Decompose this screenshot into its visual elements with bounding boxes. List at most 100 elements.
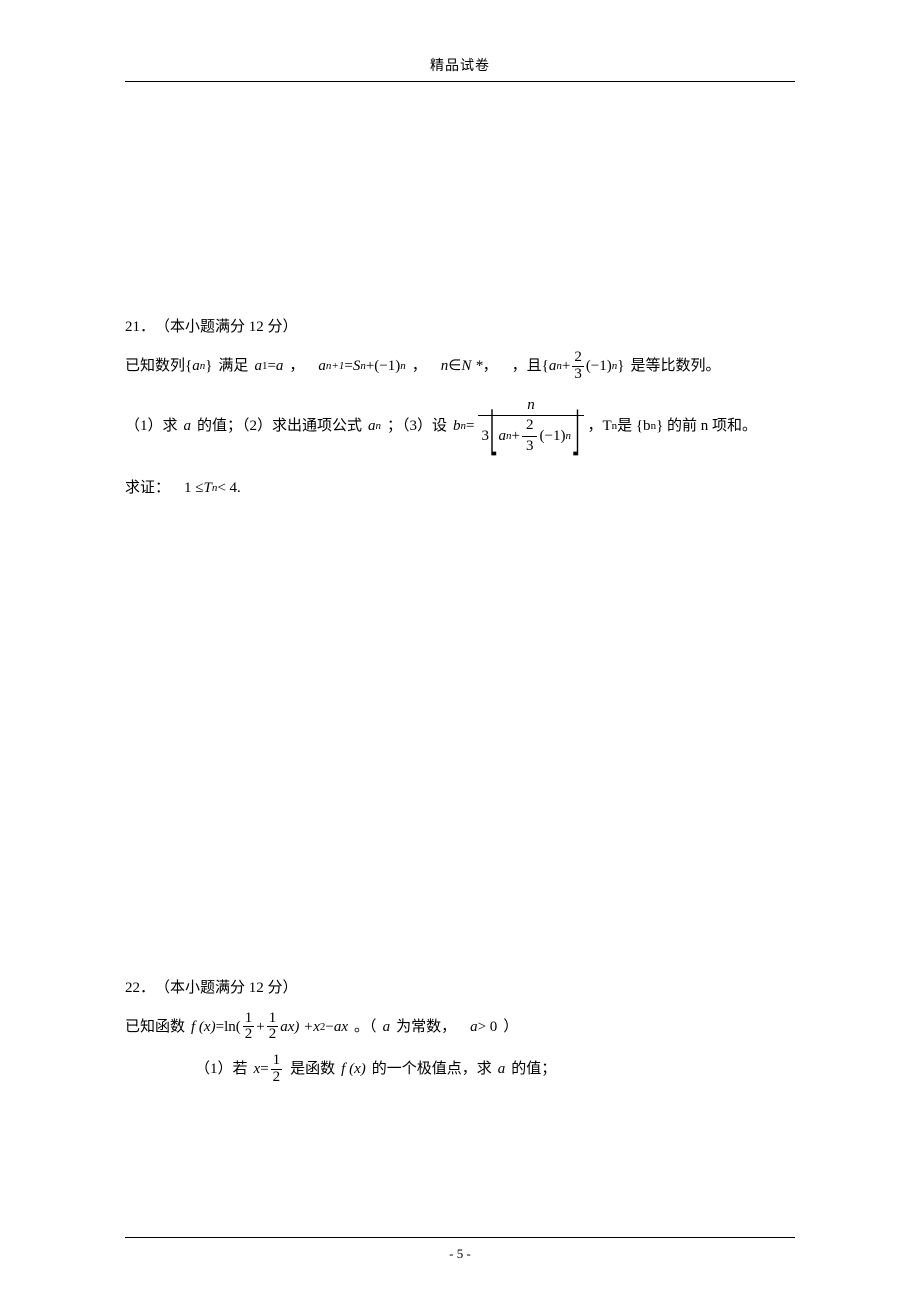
an2: a bbox=[549, 351, 557, 381]
q22-l2-a: （1）若 bbox=[195, 1054, 248, 1084]
q21-number: 21． bbox=[125, 312, 155, 342]
an3: a bbox=[368, 411, 376, 441]
eq4: = bbox=[216, 1012, 224, 1042]
q22-l2-c: 的一个极值点，求 bbox=[372, 1054, 492, 1084]
q21-l2-e: 是 {b bbox=[617, 411, 650, 441]
lt4: < 4. bbox=[217, 473, 240, 503]
q21-l2-b: 的值；（2）求出通项公式 bbox=[197, 411, 362, 441]
q21-l3-a: 求证： bbox=[125, 473, 170, 503]
frac-half-2: 1 2 bbox=[267, 1011, 279, 1044]
question-21: 21． （本小题满分 12 分） 已知数列 { an } 满足 a1 = a ，… bbox=[125, 312, 795, 503]
ineq1: 1 ≤ bbox=[184, 473, 203, 503]
n-elem: n bbox=[441, 351, 449, 381]
q22-l1-d: ） bbox=[503, 1012, 518, 1042]
q21-l1-a: 已知数列 bbox=[125, 351, 185, 381]
q22-number: 22． bbox=[125, 973, 155, 1003]
x2: x bbox=[313, 1012, 320, 1042]
page-container: 精品试卷 21． （本小题满分 12 分） 已知数列 { an } 满足 a1 … bbox=[125, 55, 795, 1086]
q21-line1: 已知数列 { an } 满足 a1 = a ， an+1 = Sn + (−1)… bbox=[125, 350, 795, 383]
Nstar: N * bbox=[461, 351, 482, 381]
q22-heading: （本小题满分 12 分） bbox=[155, 973, 298, 1003]
brace-close: } bbox=[205, 351, 212, 381]
footer-rule bbox=[125, 1237, 795, 1238]
sup-n3: n bbox=[565, 430, 571, 442]
in: ∈ bbox=[448, 351, 461, 381]
q21-heading-row: 21． （本小题满分 12 分） bbox=[125, 312, 795, 342]
an4: a bbox=[499, 428, 507, 445]
q21-heading: （本小题满分 12 分） bbox=[155, 312, 298, 342]
brace-open: { bbox=[185, 351, 192, 381]
comma3: ， bbox=[483, 351, 498, 381]
Tn: T bbox=[204, 473, 212, 503]
sub-n1: n+1 bbox=[326, 355, 344, 377]
rbracket-icon: ⎦ bbox=[572, 415, 580, 458]
half-num1: 1 bbox=[243, 1011, 255, 1027]
neg1a: (−1) bbox=[374, 351, 400, 381]
a-var: a bbox=[192, 351, 200, 381]
q21-l1-f: 是等比数列。 bbox=[630, 351, 720, 381]
neg1c: (−1) bbox=[539, 428, 565, 445]
frac-num: 2 bbox=[572, 350, 584, 366]
q21-l2-f: } 的前 n 项和。 bbox=[656, 411, 757, 441]
a-val2: a bbox=[498, 1054, 506, 1084]
frac-num2: 2 bbox=[522, 418, 538, 436]
plus1: + bbox=[366, 351, 374, 381]
plus2: + bbox=[562, 351, 570, 381]
q22-l2-b: 是函数 bbox=[290, 1054, 335, 1084]
bigfrac-num: n bbox=[523, 397, 539, 416]
half-den3: 2 bbox=[271, 1069, 283, 1086]
agt0: > 0 bbox=[478, 1012, 498, 1042]
q21-l2-d: ，T bbox=[587, 411, 611, 441]
eq1: = bbox=[267, 351, 275, 381]
half-den1: 2 bbox=[243, 1026, 255, 1043]
half-den2: 2 bbox=[267, 1026, 279, 1043]
an1: a bbox=[318, 351, 326, 381]
half-num2: 1 bbox=[267, 1011, 279, 1027]
frac-half-1: 1 2 bbox=[243, 1011, 255, 1044]
axclose: ax) + bbox=[280, 1012, 313, 1042]
q21-line2: （1）求 a 的值；（2）求出通项公式 an ；（3）设 bn = n 3 ⎣ … bbox=[125, 397, 795, 455]
a-gt: a bbox=[470, 1012, 478, 1042]
Sn: S bbox=[353, 351, 361, 381]
minus: − bbox=[325, 1012, 333, 1042]
frac-2-3: 2 3 bbox=[572, 350, 584, 383]
eq3: = bbox=[466, 411, 474, 441]
lbracket-icon: ⎣ bbox=[490, 415, 498, 458]
q21-l2-c: ；（3）设 bbox=[387, 411, 447, 441]
comma1: ， bbox=[289, 351, 304, 381]
bn: b bbox=[453, 411, 461, 441]
bigfrac-den: 3 ⎣ an + 2 3 (−1)n ⎦ bbox=[478, 415, 585, 455]
frac-2-3b: 2 3 bbox=[522, 418, 538, 455]
question-22: 22． （本小题满分 12 分） 已知函数 f (x) = ln( 1 2 + … bbox=[125, 973, 795, 1086]
brace-open2: { bbox=[542, 351, 549, 381]
header-rule bbox=[125, 81, 795, 82]
page-footer: - 5 - bbox=[125, 1229, 795, 1262]
big-fraction: n 3 ⎣ an + 2 3 (−1)n ⎦ bbox=[478, 397, 585, 455]
frac-den2: 3 bbox=[522, 436, 538, 455]
x-var: x bbox=[254, 1054, 261, 1084]
comma2: ， bbox=[412, 351, 427, 381]
fx2: f (x) bbox=[341, 1054, 366, 1084]
plus4: + bbox=[256, 1012, 264, 1042]
sub-n4: n bbox=[376, 415, 382, 437]
eq5: = bbox=[260, 1054, 268, 1084]
neg1b: (−1) bbox=[586, 351, 612, 381]
q22-l1-b: 。（ bbox=[354, 1012, 377, 1042]
q22-heading-row: 22． （本小题满分 12 分） bbox=[125, 973, 795, 1003]
q21-l2-a: （1）求 bbox=[125, 411, 178, 441]
brace-close2: } bbox=[617, 351, 624, 381]
q21-line3: 求证： 1 ≤ Tn < 4. bbox=[125, 473, 795, 503]
q22-l1-c: 为常数， bbox=[396, 1012, 456, 1042]
q22-line1: 已知函数 f (x) = ln( 1 2 + 1 2 ax) + x2 − ax… bbox=[125, 1011, 795, 1044]
ln: ln( bbox=[224, 1012, 241, 1042]
fx1: f (x) bbox=[191, 1012, 216, 1042]
q22-line2: （1）若 x = 1 2 是函数 f (x) 的一个极值点，求 a 的值； bbox=[195, 1053, 795, 1086]
ax: ax bbox=[334, 1012, 348, 1042]
a-const: a bbox=[383, 1012, 391, 1042]
frac-den: 3 bbox=[572, 366, 584, 383]
a1: a bbox=[254, 351, 262, 381]
page-number: - 5 - bbox=[125, 1246, 795, 1262]
half-num3: 1 bbox=[271, 1053, 283, 1069]
a-val: a bbox=[184, 411, 192, 441]
q21-l1-e: ，且 bbox=[512, 351, 542, 381]
